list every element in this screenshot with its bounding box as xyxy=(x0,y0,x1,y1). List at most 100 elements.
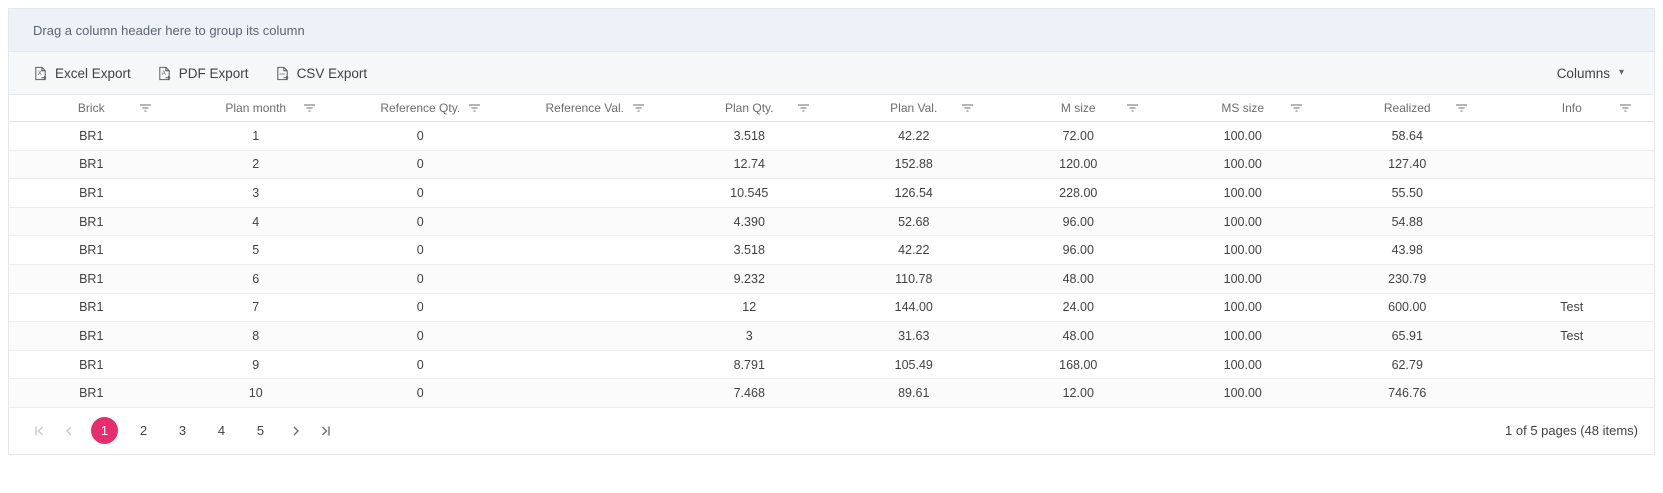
table-cell xyxy=(503,151,668,179)
table-row[interactable]: BR1 7 0 12 144.00 24.00 100.00 600.00 Test xyxy=(9,293,1654,323)
table-cell xyxy=(503,351,668,379)
table-cell: 8.791 xyxy=(733,357,765,372)
column-header-reference-val[interactable]: Reference Val. xyxy=(503,95,668,121)
table-cell: 100.00 xyxy=(1223,128,1262,143)
excel-export-button[interactable]: X Excel Export xyxy=(23,60,141,87)
table-cell: BR1 xyxy=(79,243,104,258)
table-cell: BR1 xyxy=(79,300,104,315)
table-row[interactable]: BR1 10 0 7.468 89.61 12.00 100.00 746.76 xyxy=(9,379,1654,408)
table-cell: 0 xyxy=(416,300,424,315)
go-to-last-page-icon xyxy=(322,426,330,436)
column-header-label: Reference Val. xyxy=(545,101,625,115)
table-cell: Test xyxy=(1560,300,1584,315)
column-header-plan-month[interactable]: Plan month xyxy=(174,95,339,121)
table-cell: 12 xyxy=(742,300,757,315)
table-cell: BR1 xyxy=(79,271,104,286)
column-header-brick[interactable]: Brick xyxy=(9,95,174,121)
filter-icon[interactable] xyxy=(795,102,812,115)
table-row[interactable]: BR1 2 0 12.74 152.88 120.00 100.00 127.40 xyxy=(9,150,1655,180)
grid-header-row: Brick Plan month Reference Qty. Reference V… xyxy=(9,95,1654,122)
table-row[interactable]: BR1 6 0 9.232 110.78 48.00 100.00 230.79 xyxy=(9,264,1655,294)
filter-icon[interactable] xyxy=(1288,102,1305,115)
columns-menu-button[interactable]: Columns ▾ xyxy=(1547,60,1640,87)
table-cell: 54.88 xyxy=(1391,214,1423,229)
pdf-export-button[interactable]: A PDF Export xyxy=(147,60,259,87)
table-cell: BR1 xyxy=(79,157,104,172)
table-cell xyxy=(503,322,668,350)
svg-text:A: A xyxy=(161,69,166,76)
table-row[interactable]: BR1 1 0 3.518 42.22 72.00 100.00 58.64 xyxy=(9,122,1654,151)
table-cell: 43.98 xyxy=(1391,243,1423,258)
table-cell xyxy=(1490,122,1655,150)
pager-page-3[interactable]: 3 xyxy=(169,417,196,444)
table-cell: 100.00 xyxy=(1223,300,1262,315)
table-cell xyxy=(503,265,668,293)
table-cell xyxy=(1490,151,1655,179)
table-cell xyxy=(503,379,668,407)
pager-next-button[interactable] xyxy=(282,417,310,445)
filter-icon[interactable] xyxy=(137,102,154,115)
table-cell: 52.68 xyxy=(898,214,930,229)
column-header-label: Reference Qty. xyxy=(380,101,461,115)
table-cell: 72.00 xyxy=(1062,128,1094,143)
table-cell: 3 xyxy=(745,328,753,343)
column-header-m-size[interactable]: M size xyxy=(996,95,1161,121)
table-cell: 0 xyxy=(416,185,424,200)
column-header-plan-qty[interactable]: Plan Qty. xyxy=(667,95,832,121)
column-header-plan-val[interactable]: Plan Val. xyxy=(832,95,997,121)
svg-text:X: X xyxy=(38,69,42,76)
table-row[interactable]: BR1 4 0 4.390 52.68 96.00 100.00 54.88 xyxy=(9,207,1655,237)
table-cell: 100.00 xyxy=(1223,157,1262,172)
pager-page-4[interactable]: 4 xyxy=(208,417,235,444)
table-cell: 746.76 xyxy=(1388,386,1427,401)
pager-info: 1 of 5 pages (48 items) xyxy=(1505,423,1638,439)
table-cell: 48.00 xyxy=(1062,271,1094,286)
table-row[interactable]: BR1 5 0 3.518 42.22 96.00 100.00 43.98 xyxy=(9,236,1654,265)
pager-first-button[interactable] xyxy=(25,417,53,445)
filter-icon[interactable] xyxy=(1453,102,1470,115)
table-cell: 65.91 xyxy=(1391,328,1423,343)
pager-last-button[interactable] xyxy=(312,417,340,445)
filter-icon[interactable] xyxy=(1617,102,1634,115)
table-cell: 48.00 xyxy=(1062,328,1094,343)
pager-page-2[interactable]: 2 xyxy=(130,417,157,444)
columns-menu-label: Columns xyxy=(1556,65,1610,81)
table-cell: 100.00 xyxy=(1223,185,1262,200)
filter-icon[interactable] xyxy=(466,102,483,115)
pager-page-5[interactable]: 5 xyxy=(247,417,274,444)
table-cell: 0 xyxy=(416,243,424,258)
pager-prev-button[interactable] xyxy=(55,417,83,445)
table-cell: 9 xyxy=(252,357,260,372)
csv-export-button[interactable]: CSV Export xyxy=(265,60,378,87)
filter-icon[interactable] xyxy=(959,102,976,115)
column-header-realized[interactable]: Realized xyxy=(1325,95,1490,121)
grid-body: BR1 1 0 3.518 42.22 72.00 100.00 58.64 BR1 2 0 12.7… xyxy=(9,122,1654,408)
table-cell: 12.74 xyxy=(733,157,765,172)
pager-page-1[interactable]: 1 xyxy=(91,417,118,445)
table-cell: 12.00 xyxy=(1062,386,1094,401)
column-header-ms-size[interactable]: MS size xyxy=(1161,95,1326,121)
filter-icon[interactable] xyxy=(630,102,647,115)
table-row[interactable]: BR1 3 0 10.545 126.54 228.00 100.00 55.50 xyxy=(9,179,1654,208)
table-cell xyxy=(1490,265,1655,293)
table-cell xyxy=(1490,208,1655,236)
table-cell: 0 xyxy=(416,157,424,172)
column-header-reference-qty[interactable]: Reference Qty. xyxy=(338,95,503,121)
table-row[interactable]: BR1 8 0 3 31.63 48.00 100.00 65.91 Test xyxy=(9,322,1654,351)
column-header-info[interactable]: Info xyxy=(1490,95,1655,121)
table-cell: 7.468 xyxy=(733,386,765,401)
table-cell: 55.50 xyxy=(1391,185,1423,200)
table-cell: 0 xyxy=(416,214,424,229)
column-header-label: Plan Qty. xyxy=(725,101,774,115)
filter-icon[interactable] xyxy=(301,102,318,115)
filter-icon[interactable] xyxy=(1124,102,1141,115)
table-cell: 0 xyxy=(416,128,424,143)
csv-file-icon xyxy=(275,66,290,81)
table-row[interactable]: BR1 9 0 8.791 105.49 168.00 100.00 62.79 xyxy=(9,350,1654,380)
table-cell: BR1 xyxy=(79,185,104,200)
column-header-label: Plan Val. xyxy=(890,101,938,115)
csv-export-label: CSV Export xyxy=(296,65,368,81)
group-panel[interactable]: Drag a column header here to group its c… xyxy=(9,9,1654,52)
table-cell: 120.00 xyxy=(1059,157,1098,172)
